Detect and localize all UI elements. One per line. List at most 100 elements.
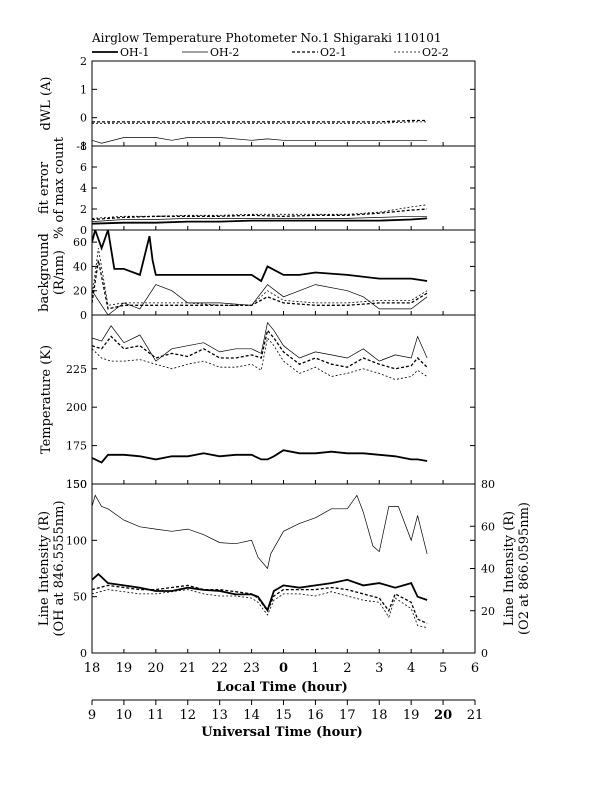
- series-line-o2-1: [92, 260, 428, 310]
- chart-title: Airglow Temperature Photometer No.1 Shig…: [91, 31, 442, 45]
- series-group: [92, 204, 428, 225]
- lt-tick-label: 22: [211, 661, 228, 676]
- lt-tick-label: 18: [84, 661, 101, 676]
- lt-tick-label: 4: [407, 661, 415, 676]
- y-tick-label: 150: [66, 478, 87, 491]
- ut-tick-label: 14: [243, 708, 260, 723]
- series-line-o2-2: [92, 589, 428, 628]
- y-axis-title-line2: (OH at 846.5555nm): [52, 500, 67, 636]
- panel-4: 150 175 200 225 Temperature (K): [39, 314, 476, 491]
- lt-tick-label: 19: [116, 661, 133, 676]
- lt-tick-label: 1: [311, 661, 319, 676]
- series-line-o2-2: [92, 121, 428, 124]
- ut-tick-label: 9: [88, 708, 96, 723]
- series-line-o2-1: [92, 584, 428, 624]
- series-line-oh-2: [92, 284, 428, 315]
- panel-3: 0 20 40 60 background (R/nm): [37, 229, 476, 322]
- lt-tick-label: 2: [343, 661, 351, 676]
- legend: OH-1 OH-2 O2-1 O2-2: [92, 46, 449, 59]
- legend-label-o2-2: O2-2: [422, 46, 449, 59]
- series-line-o2-2: [92, 248, 428, 306]
- x-axes: 18 19 20 21 22 23 0 1 2 3 4 5 69 10 11 12 13 14 15 16 17 18 19…: [84, 661, 484, 723]
- ut-tick-label: 19: [403, 708, 420, 723]
- y-right-tick-label: 0: [481, 647, 488, 660]
- series-line-oh-1: [92, 217, 428, 225]
- y-axis-title-line2: (R/nm): [52, 250, 67, 295]
- y-tick-label: -1: [76, 140, 87, 153]
- panel-2: 0 2 4 6 8 fit error% of max count: [37, 136, 476, 239]
- ut-tick-label: 13: [211, 708, 228, 723]
- panel-5: 0 50 100 150 0 20 40 60 80 Line Intensity (R) (OH …: [37, 478, 532, 660]
- series-line-oh-2: [92, 215, 428, 222]
- y-tick-label: 60: [73, 236, 87, 249]
- y-right-tick-label: 40: [481, 563, 495, 576]
- y-tick-label: 0: [80, 112, 87, 125]
- series-line-o2-2: [92, 337, 428, 380]
- ut-tick-label: 17: [339, 708, 356, 723]
- x-axis-title-local-time: Local Time (hour): [216, 680, 348, 695]
- series-line-oh-1: [92, 449, 428, 464]
- y-tick-label: 150: [66, 478, 87, 491]
- series-line-oh-2: [92, 494, 428, 570]
- ut-tick-label: 18: [371, 708, 388, 723]
- y-tick-label: 0: [80, 309, 87, 322]
- y-tick-label: 0: [80, 647, 87, 660]
- series-line-oh-2: [92, 137, 428, 144]
- ut-tick-label: 15: [275, 708, 292, 723]
- legend-label-oh-1: OH-1: [120, 46, 149, 59]
- lt-tick-label: 5: [439, 661, 447, 676]
- lt-tick-label: 21: [179, 661, 196, 676]
- panels: -1 0 1 2 dWL (A) 0 2 4 6 8 fit error% of max count…: [37, 55, 532, 660]
- y-tick-label: 2: [80, 55, 87, 68]
- y-right-tick-label: 80: [481, 478, 495, 491]
- y-axis-title: Line Intensity (R): [37, 511, 52, 626]
- y-tick-label: 225: [66, 363, 87, 376]
- y-right-tick-label: 60: [481, 520, 495, 533]
- y-axis-title-line2: % of max count: [52, 136, 67, 239]
- ut-tick-label: 20: [434, 708, 452, 723]
- series-line-oh-1: [92, 230, 428, 283]
- y-tick-label: 50: [73, 591, 87, 604]
- series-line-o2-1: [92, 119, 428, 123]
- ut-tick-label: 10: [116, 708, 133, 723]
- series-group: [92, 321, 428, 464]
- y-tick-label: 100: [66, 534, 87, 547]
- y-axis-title: fit error: [37, 161, 52, 214]
- legend-label-o2-1: O2-1: [320, 46, 347, 59]
- y-tick-label: 0: [80, 224, 87, 237]
- series-group: [92, 119, 428, 144]
- y-tick-label: 40: [73, 260, 87, 273]
- series-group: [92, 494, 428, 628]
- y-right-tick-label: 20: [481, 605, 495, 618]
- series-group: [92, 230, 428, 315]
- lt-tick-label: 23: [243, 661, 260, 676]
- lt-tick-label: 3: [375, 661, 383, 676]
- y-tick-label: 200: [66, 401, 87, 414]
- panel-frame: [91, 145, 476, 231]
- panel-1: -1 0 1 2 dWL (A): [39, 55, 476, 153]
- ut-tick-label: 16: [307, 708, 324, 723]
- series-line-oh-2: [92, 321, 428, 362]
- y-axis-title: dWL (A): [39, 77, 54, 131]
- series-line-o2-2: [92, 204, 428, 219]
- series-line-o2-1: [92, 208, 428, 221]
- y-right-axis-title-line2: (O2 at 866.0595nm): [517, 502, 532, 635]
- series-line-o2-1: [92, 328, 428, 370]
- y-axis-title: Temperature (K): [39, 345, 54, 454]
- x-axis-title-universal-time: Universal Time (hour): [201, 725, 363, 740]
- ut-tick-label: 11: [148, 708, 165, 723]
- y-tick-label: 20: [73, 285, 87, 298]
- panel-frame: [91, 483, 476, 654]
- y-tick-label: 4: [80, 182, 87, 195]
- y-tick-label: 6: [80, 161, 87, 174]
- y-axis-title: background: [37, 233, 52, 312]
- y-tick-label: 2: [80, 203, 87, 216]
- legend-label-oh-2: OH-2: [210, 46, 239, 59]
- lt-tick-label: 20: [148, 661, 165, 676]
- lt-tick-label: 6: [471, 661, 479, 676]
- y-tick-label: 175: [66, 440, 87, 453]
- lt-tick-label: 0: [279, 661, 288, 676]
- y-tick-label: 1: [80, 83, 87, 96]
- ut-tick-label: 12: [179, 708, 196, 723]
